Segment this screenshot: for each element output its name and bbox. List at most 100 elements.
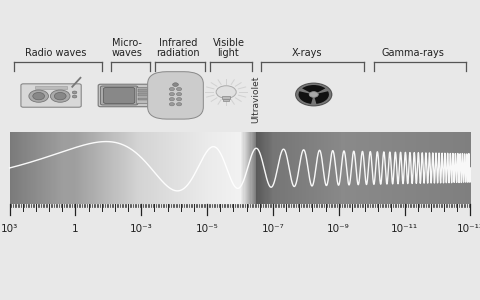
Text: X-rays: X-rays — [291, 49, 322, 58]
Bar — [72, 132, 73, 204]
Bar — [309, 132, 311, 204]
Circle shape — [297, 84, 331, 105]
Bar — [274, 132, 275, 204]
Bar — [420, 132, 421, 204]
Bar — [138, 93, 148, 96]
Bar — [465, 132, 466, 204]
Bar — [104, 132, 106, 204]
Bar — [248, 132, 250, 204]
Circle shape — [173, 83, 179, 86]
Bar — [26, 132, 27, 204]
Bar — [108, 132, 110, 204]
Bar — [209, 132, 211, 204]
Bar — [156, 132, 157, 204]
Bar — [139, 132, 140, 204]
Bar — [205, 132, 207, 204]
FancyBboxPatch shape — [104, 88, 135, 103]
Bar — [240, 132, 241, 204]
Bar — [44, 132, 46, 204]
Bar — [96, 132, 97, 204]
Circle shape — [169, 92, 175, 96]
Bar — [405, 132, 407, 204]
Bar — [376, 132, 378, 204]
Bar — [61, 132, 63, 204]
Bar — [84, 132, 85, 204]
Bar — [206, 132, 208, 204]
Bar — [35, 86, 67, 89]
Bar — [246, 132, 247, 204]
Bar — [53, 132, 55, 204]
Bar — [29, 132, 31, 204]
Bar — [56, 132, 57, 204]
Bar — [38, 132, 40, 204]
Bar — [138, 89, 148, 92]
Bar — [144, 132, 146, 204]
Bar — [291, 132, 292, 204]
Bar — [16, 132, 18, 204]
Bar — [355, 132, 357, 204]
Bar — [85, 132, 87, 204]
Bar — [15, 132, 17, 204]
Bar — [222, 132, 223, 204]
Bar — [149, 132, 151, 204]
Bar — [50, 132, 51, 204]
Bar — [464, 132, 465, 204]
Bar — [324, 132, 326, 204]
Bar — [298, 132, 299, 204]
Wedge shape — [302, 85, 325, 93]
Bar — [134, 132, 136, 204]
Bar — [367, 132, 368, 204]
Bar — [239, 132, 240, 204]
Bar — [81, 132, 83, 204]
Bar — [222, 96, 230, 99]
Bar — [341, 132, 343, 204]
Bar — [373, 132, 375, 204]
Bar — [297, 132, 298, 204]
Circle shape — [177, 88, 182, 91]
Bar — [346, 132, 348, 204]
Bar — [467, 132, 468, 204]
Bar — [303, 132, 305, 204]
Bar — [229, 132, 231, 204]
Bar — [279, 132, 281, 204]
Bar — [281, 132, 283, 204]
Bar — [42, 132, 44, 204]
Bar — [105, 132, 107, 204]
Bar — [126, 132, 128, 204]
Text: Visible
light: Visible light — [213, 38, 244, 58]
Bar — [364, 132, 366, 204]
Bar — [242, 132, 244, 204]
Bar — [145, 132, 147, 204]
Bar — [343, 132, 344, 204]
Bar — [288, 132, 290, 204]
Bar — [172, 132, 174, 204]
Bar — [47, 132, 48, 204]
Bar — [271, 132, 273, 204]
Bar — [424, 132, 426, 204]
Bar — [217, 132, 218, 204]
FancyBboxPatch shape — [21, 84, 81, 107]
Bar — [429, 132, 431, 204]
Bar — [276, 132, 277, 204]
Bar — [378, 132, 380, 204]
Bar — [325, 132, 327, 204]
Bar — [160, 132, 162, 204]
Bar — [147, 132, 148, 204]
Bar — [349, 132, 351, 204]
Bar — [168, 132, 170, 204]
Bar — [181, 132, 183, 204]
Bar — [193, 132, 194, 204]
Bar — [469, 132, 471, 204]
Bar — [353, 132, 355, 204]
Bar — [132, 132, 133, 204]
Bar — [254, 132, 255, 204]
Bar — [348, 132, 350, 204]
Bar — [389, 132, 390, 204]
Bar — [93, 132, 94, 204]
Bar — [14, 132, 16, 204]
Bar — [68, 132, 70, 204]
Circle shape — [169, 88, 175, 91]
Bar — [251, 132, 252, 204]
Bar — [176, 132, 177, 204]
Bar — [257, 132, 259, 204]
